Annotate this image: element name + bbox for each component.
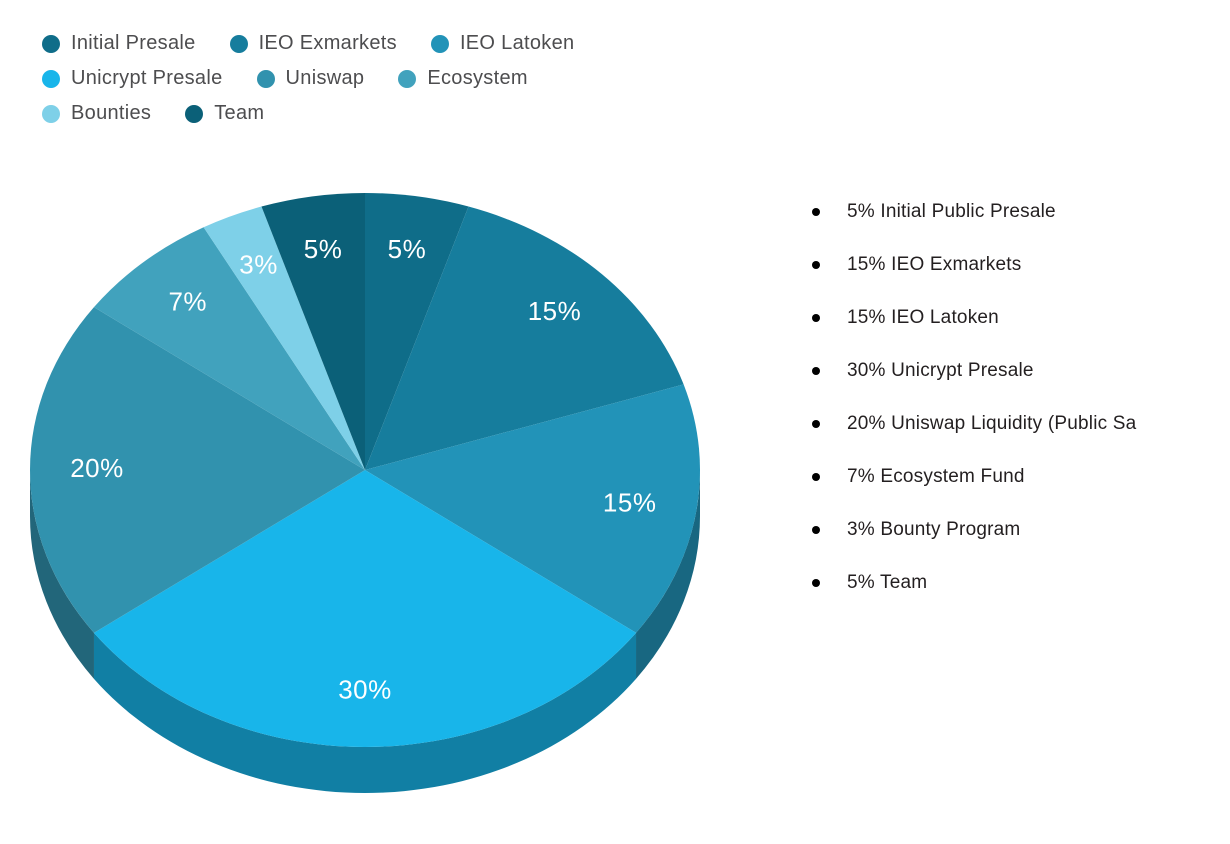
allocation-list-item: 15% IEO Latoken <box>812 306 1230 330</box>
bullet-icon <box>812 579 820 587</box>
legend-label: Ecosystem <box>427 67 528 89</box>
bullet-icon <box>812 367 820 375</box>
legend-item-initial-presale: Initial Presale <box>42 32 196 55</box>
legend-color-dot <box>42 104 60 123</box>
legend-color-dot <box>42 69 60 88</box>
legend-label: IEO Latoken <box>459 32 575 54</box>
pie-slice-label-initial-presale: 5% <box>388 234 427 264</box>
pie-slice-unicrypt-presale <box>93 470 637 747</box>
pie-slice-label-team: 5% <box>304 234 343 264</box>
legend-label: Bounties <box>71 102 152 124</box>
legend-item-ecosystem: Ecosystem <box>398 67 528 90</box>
bullet-icon <box>812 314 820 322</box>
legend-item-bounties: Bounties <box>42 102 151 125</box>
pie-slice-initial-presale <box>365 193 469 470</box>
legend-row: Bounties Team <box>42 102 574 125</box>
pie-slice-ieo-exmarkets <box>365 206 684 470</box>
pie-slice-bounties <box>203 206 365 470</box>
allocation-list-item: 20% Uniswap Liquidity (Public Sa <box>812 412 1230 436</box>
legend-label: Uniswap <box>285 67 365 89</box>
legend-item-uniswap: Uniswap <box>256 67 365 90</box>
bullet-icon <box>812 473 820 481</box>
legend-item-ieo-exmarkets: IEO Exmarkets <box>229 32 397 55</box>
allocation-list-item: 15% IEO Exmarkets <box>812 253 1230 277</box>
allocation-list: 5% Initial Public Presale 15% IEO Exmarke… <box>812 200 1230 624</box>
allocation-text: 3% Bounty Program <box>847 519 1021 540</box>
legend-color-dot <box>229 34 248 53</box>
allocation-text: 5% Initial Public Presale <box>847 201 1056 222</box>
legend-label: Unicrypt Presale <box>71 67 223 89</box>
allocation-text: 15% IEO Exmarkets <box>847 254 1022 275</box>
legend-item-ieo-latoken: IEO Latoken <box>430 32 575 55</box>
legend-label: Initial Presale <box>71 32 196 54</box>
bullet-icon <box>812 208 820 216</box>
legend-row: Unicrypt Presale Uniswap Ecosystem <box>42 67 574 90</box>
pie-chart-3d: 5% 15% 15% 30% 20% 7% 3% 5% <box>29 193 700 793</box>
legend-row: Initial Presale IEO Exmarkets IEO Latoken <box>42 32 574 55</box>
pie-slice-uniswap <box>30 307 366 633</box>
pie-slice-side-uniswap <box>29 470 94 679</box>
allocation-list-item: 7% Ecosystem Fund <box>812 465 1230 489</box>
pie-slice-ieo-latoken <box>365 384 700 633</box>
legend-color-dot <box>398 69 417 88</box>
bullet-icon <box>812 420 820 428</box>
pie-slice-side-ieo-latoken <box>636 470 700 679</box>
legend-label: IEO Exmarkets <box>258 32 397 54</box>
allocation-text: 7% Ecosystem Fund <box>847 466 1025 487</box>
allocation-list-item: 3% Bounty Program <box>812 518 1230 542</box>
legend-color-dot <box>430 34 449 53</box>
legend-item-team: Team <box>185 102 264 125</box>
legend-color-dot <box>42 34 60 53</box>
allocation-text: 30% Unicrypt Presale <box>847 360 1034 381</box>
bullet-icon <box>812 261 820 269</box>
allocation-text: 5% Team <box>847 572 928 593</box>
pie-slice-label-uniswap: 20% <box>70 453 124 483</box>
bullet-icon <box>812 526 820 534</box>
pie-slice-label-unicrypt-presale: 30% <box>338 674 392 704</box>
pie-slice-team <box>261 193 365 470</box>
chart-legend: Initial Presale IEO Exmarkets IEO Latoken U… <box>42 32 574 125</box>
pie-slice-label-ieo-latoken: 15% <box>603 488 657 518</box>
pie-slice-ecosystem <box>93 227 365 470</box>
allocation-list-item: 5% Initial Public Presale <box>812 200 1230 224</box>
legend-label: Team <box>214 102 265 124</box>
legend-color-dot <box>256 69 275 88</box>
pie-slice-label-ecosystem: 7% <box>168 287 207 317</box>
legend-item-unicrypt-presale: Unicrypt Presale <box>42 67 223 90</box>
allocation-text: 15% IEO Latoken <box>847 307 999 328</box>
legend-color-dot <box>185 104 204 123</box>
pie-slice-label-bounties: 3% <box>239 250 278 280</box>
allocation-list-item: 5% Team <box>812 571 1230 595</box>
allocation-list-item: 30% Unicrypt Presale <box>812 359 1230 383</box>
pie-slice-side-unicrypt-presale <box>93 632 637 793</box>
pie-slice-label-ieo-exmarkets: 15% <box>528 296 582 326</box>
allocation-text: 20% Uniswap Liquidity (Public Sa <box>847 413 1137 434</box>
